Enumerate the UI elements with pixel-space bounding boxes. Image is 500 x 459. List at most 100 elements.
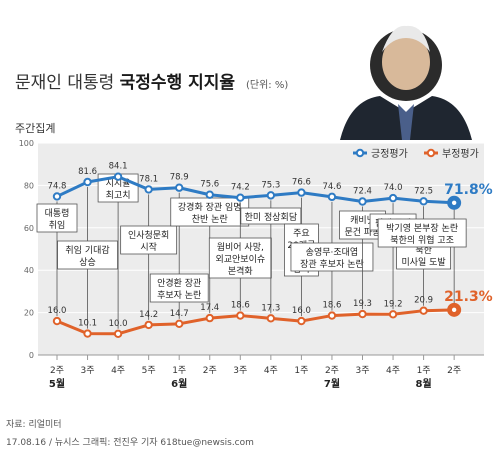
- chart-title: 국정수행 지지율: [120, 73, 236, 93]
- data-point: [205, 190, 214, 199]
- annotation-text: 웜비어 사망,: [217, 242, 264, 253]
- annotation-text: 찬반 논란: [192, 213, 228, 225]
- data-label: 16.0: [48, 306, 67, 316]
- annotation-box: [290, 242, 374, 272]
- annotation-text: 인사청문회: [128, 230, 169, 241]
- x-tick-label: 5주: [142, 365, 156, 376]
- annotation-text: 외교안보이슈: [215, 253, 265, 265]
- annotation-text: 캐비닛: [350, 215, 375, 226]
- x-axis: 2주 3주 4주 5주 1주 2주 3주 4주 1주 2주 3주 4주 1주 2주 5월 6월 7월 8월: [38, 354, 484, 390]
- data-point: [144, 185, 153, 194]
- data-point: [52, 316, 62, 326]
- data-point: [297, 188, 306, 197]
- annotation-text: 북한의 위협 고조: [390, 234, 454, 246]
- data-label: 19.2: [384, 299, 403, 309]
- svg-text:문재인 대통령 국정수행 지지율: 문재인 대통령 국정수행 지지율: [15, 73, 235, 93]
- x-month-label: 8월: [416, 378, 432, 390]
- legend-label: 부정평가: [442, 148, 479, 160]
- annotation-text: 미사일 도발: [401, 257, 445, 268]
- x-tick-label: 4주: [386, 365, 400, 376]
- data-point: [419, 306, 428, 315]
- data-label: 72.4: [353, 187, 372, 197]
- data-label: 71.8%: [444, 182, 493, 198]
- x-tick-label: 1주: [172, 365, 186, 376]
- data-point: [83, 177, 92, 187]
- data-point: [297, 316, 306, 326]
- legend-marker: [355, 148, 365, 158]
- data-label: 78.1: [139, 174, 158, 184]
- x-month-label: 6월: [171, 378, 187, 390]
- y-tick-label: 80: [24, 181, 34, 190]
- annotation-text: 주요: [293, 228, 310, 239]
- data-label: 10.1: [78, 319, 97, 329]
- x-tick-label: 2주: [447, 365, 461, 376]
- y-tick-label: 20: [24, 309, 34, 318]
- annotation-box: [36, 203, 78, 233]
- legend: 긍정평가 부정평가: [353, 148, 479, 160]
- x-month-label: 5월: [49, 378, 65, 390]
- president-portrait: [340, 25, 472, 140]
- data-point: [175, 183, 184, 192]
- data-label: 74.2: [231, 183, 250, 193]
- data-label: 18.6: [322, 301, 341, 311]
- annotation-text: 취임: [49, 219, 66, 231]
- data-label: 16.0: [292, 306, 311, 316]
- data-point: [327, 192, 337, 202]
- data-label: 78.9: [170, 173, 189, 183]
- data-point: [144, 320, 153, 330]
- data-label: 84.1: [109, 162, 128, 172]
- legend-marker: [426, 148, 436, 158]
- x-tick-label: 2주: [203, 365, 217, 376]
- period-label: 주간집계: [15, 122, 55, 135]
- data-point: [83, 329, 92, 338]
- y-tick-label: 40: [24, 266, 34, 275]
- annotation-box: [57, 240, 118, 270]
- data-label: 81.6: [78, 167, 97, 177]
- annotation-box: [149, 273, 209, 303]
- data-label: 74.6: [322, 182, 341, 192]
- annotation-text: 본격화: [228, 265, 253, 277]
- data-label: 20.9: [414, 296, 433, 306]
- data-point: [266, 314, 276, 323]
- data-point: [388, 193, 398, 203]
- data-point: [52, 192, 62, 201]
- annotation-text: 안경환 장관: [157, 277, 201, 289]
- data-label: 17.4: [200, 303, 219, 313]
- data-point: [175, 319, 184, 329]
- unit-label: (단위: %): [246, 78, 288, 91]
- x-tick-label: 4주: [111, 365, 125, 376]
- data-point: [358, 309, 367, 319]
- chart-footer: 자료: 리얼미터 17.08.16 / 뉴시스 그래픽: 전진우 기자 618t…: [6, 419, 254, 448]
- annotation-text: 취임 기대감: [65, 244, 109, 256]
- x-tick-label: 1주: [417, 365, 431, 376]
- annotation-text: 강경화 장관 임명: [178, 201, 242, 213]
- annotation-box: [240, 207, 302, 225]
- data-point: [113, 172, 123, 181]
- title-prefix: 문재인 대통령: [15, 73, 120, 93]
- annotation-text: 대통령: [45, 207, 70, 219]
- series-line: [56, 175, 455, 205]
- data-label: 74.0: [384, 183, 403, 193]
- data-point-center: [451, 200, 457, 205]
- data-label: 72.5: [414, 186, 433, 196]
- chart-header: 문재인 대통령 국정수행 지지율 (단위: %) 주간집계: [15, 73, 288, 135]
- data-label: 19.3: [353, 299, 372, 309]
- annotation-text: 지지율: [106, 178, 131, 189]
- x-tick-label: 2주: [50, 365, 64, 376]
- x-tick-label: 4주: [264, 365, 278, 376]
- data-point: [266, 191, 276, 200]
- x-tick-label: 3주: [233, 365, 247, 376]
- data-point: [236, 311, 245, 320]
- data-point: [388, 310, 398, 319]
- x-tick-label: 3주: [81, 365, 95, 376]
- x-month-label: 7월: [324, 378, 340, 390]
- annotation-text: 송영무·조대엽: [306, 247, 359, 258]
- data-label: 10.0: [109, 319, 128, 329]
- annotation-text: 상승: [79, 257, 96, 268]
- data-point: [358, 197, 367, 206]
- credit-note: 17.08.16 / 뉴시스 그래픽: 전진우 기자 618tue@newsis…: [6, 437, 254, 448]
- data-label: 76.6: [292, 178, 311, 188]
- annotation-text: 박기영 본부장 논란: [386, 222, 458, 234]
- data-label: 75.3: [261, 180, 280, 190]
